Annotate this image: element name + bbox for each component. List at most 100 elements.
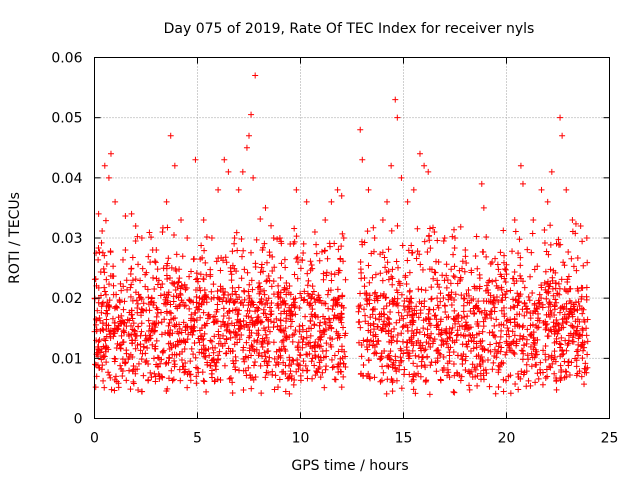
data-point	[271, 386, 278, 393]
data-point	[569, 323, 576, 330]
data-point	[412, 390, 419, 397]
data-point	[157, 292, 164, 299]
data-point	[504, 325, 511, 332]
data-point	[147, 369, 154, 376]
data-point	[202, 354, 209, 361]
data-point	[213, 366, 220, 373]
data-point	[170, 280, 177, 287]
data-point	[583, 369, 590, 376]
data-point	[491, 353, 498, 360]
data-point	[221, 362, 228, 369]
data-point	[240, 317, 247, 324]
data-point	[470, 345, 477, 352]
data-point	[519, 356, 526, 363]
data-point	[250, 174, 257, 181]
data-point	[263, 278, 270, 285]
data-point	[312, 354, 319, 361]
data-point	[233, 331, 240, 338]
data-point	[334, 301, 341, 308]
data-point	[135, 360, 142, 367]
data-point	[214, 288, 221, 295]
data-point	[256, 290, 263, 297]
data-point	[181, 338, 188, 345]
data-point	[321, 328, 328, 335]
data-point	[342, 276, 349, 283]
data-point	[307, 258, 314, 265]
data-point	[476, 285, 483, 292]
data-point	[174, 283, 181, 290]
data-point	[378, 327, 385, 334]
data-point	[186, 273, 193, 280]
data-point	[148, 295, 155, 302]
data-point	[331, 312, 338, 319]
data-point	[215, 331, 222, 338]
data-point	[194, 275, 201, 282]
data-point	[466, 331, 473, 338]
data-point	[106, 303, 113, 310]
data-point	[217, 267, 224, 274]
data-point	[110, 273, 117, 280]
data-point	[528, 363, 535, 370]
data-point	[426, 316, 433, 323]
data-point	[213, 258, 220, 265]
data-point	[451, 389, 458, 396]
data-point	[262, 353, 269, 360]
data-point	[517, 375, 524, 382]
data-point	[399, 242, 406, 249]
data-point	[181, 369, 188, 376]
data-point	[208, 338, 215, 345]
data-point	[374, 323, 381, 330]
data-point	[480, 297, 487, 304]
data-point	[139, 265, 146, 272]
data-point	[579, 325, 586, 332]
data-point	[245, 323, 252, 330]
data-point	[223, 259, 230, 266]
data-point	[165, 255, 172, 262]
data-point	[116, 297, 123, 304]
data-point	[400, 323, 407, 330]
data-point	[409, 249, 416, 256]
data-point	[182, 302, 189, 309]
data-point	[248, 111, 255, 118]
data-point	[261, 287, 268, 294]
data-point	[465, 286, 472, 293]
data-point	[135, 323, 142, 330]
data-point	[492, 255, 499, 262]
data-point	[268, 300, 275, 307]
data-point	[414, 225, 421, 232]
data-point	[570, 303, 577, 310]
data-point	[419, 266, 426, 273]
data-point	[529, 230, 536, 237]
data-point	[426, 306, 433, 313]
data-point	[130, 320, 137, 327]
data-point	[516, 236, 523, 243]
data-point	[283, 280, 290, 287]
data-point	[446, 374, 453, 381]
data-point	[372, 349, 379, 356]
data-point	[538, 186, 545, 193]
data-point	[389, 361, 396, 368]
data-point	[142, 332, 149, 339]
data-point	[357, 324, 364, 331]
data-point	[245, 334, 252, 341]
data-point	[181, 281, 188, 288]
data-point	[553, 378, 560, 385]
data-point	[132, 332, 139, 339]
data-point	[431, 269, 438, 276]
data-point	[200, 299, 207, 306]
data-point	[493, 340, 500, 347]
data-point	[145, 328, 152, 335]
data-point	[287, 308, 294, 315]
data-point	[381, 318, 388, 325]
data-point	[467, 332, 474, 339]
data-point	[120, 306, 127, 313]
data-point	[102, 348, 109, 355]
data-point	[252, 260, 259, 267]
data-point	[454, 352, 461, 359]
data-point	[404, 257, 411, 264]
data-point	[462, 367, 469, 374]
data-point	[103, 316, 110, 323]
data-point	[435, 258, 442, 265]
data-point	[264, 362, 271, 369]
data-point	[300, 358, 307, 365]
